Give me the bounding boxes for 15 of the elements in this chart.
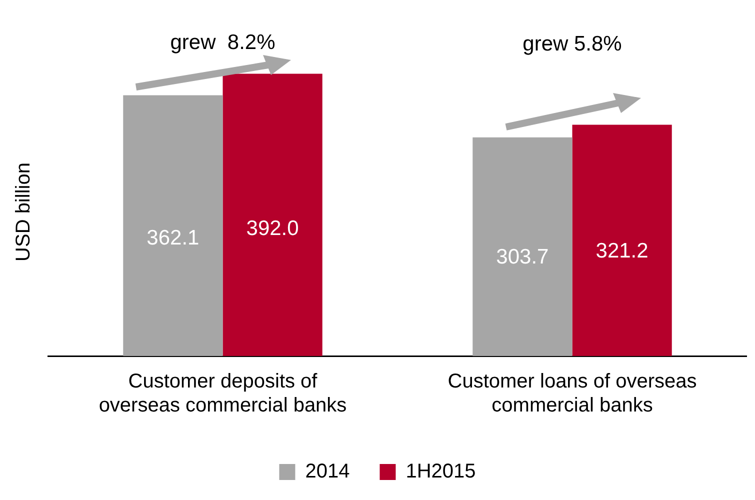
text: grew 5.8% [522, 32, 622, 56]
bar [572, 124, 672, 356]
x-tick-label: Customer deposits of overseas commercial banks [98, 370, 347, 417]
y-axis-title: USD billion [12, 162, 35, 262]
bar [472, 137, 572, 356]
legend-label: 2014 [305, 460, 350, 483]
bar [222, 74, 322, 356]
data-label: 392.0 [246, 216, 299, 240]
text: grew 8.2% [170, 30, 276, 54]
data-label: 321.2 [596, 240, 648, 263]
data-label: 362.1 [146, 226, 200, 250]
bar [123, 95, 223, 356]
data-label: 303.7 [496, 245, 549, 268]
x-tick-label: Customer loans of overseas commercial banks [448, 370, 697, 417]
legend-label: 1H2015 [406, 460, 476, 483]
